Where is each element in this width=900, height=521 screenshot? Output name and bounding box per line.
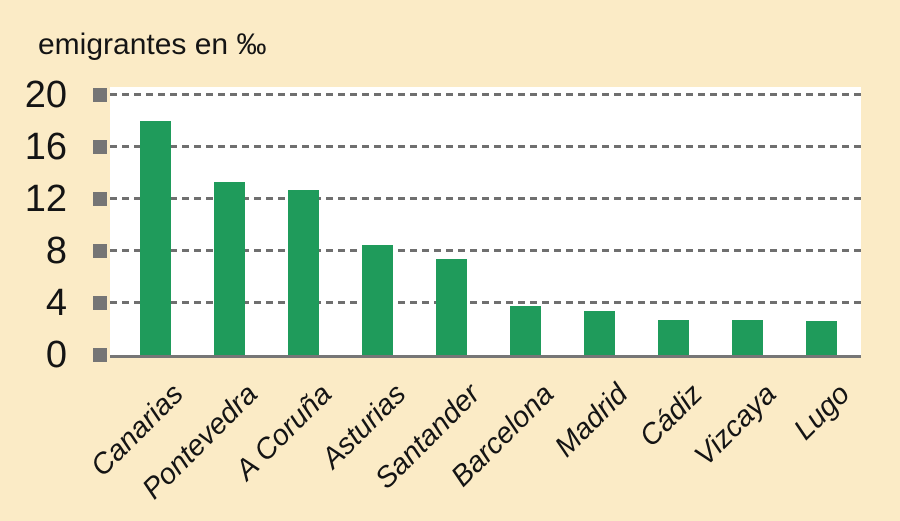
tick-marker-icon [93,244,107,258]
y-tick-label-20: 20 [24,74,67,116]
tick-marker-icon [93,140,107,154]
x-tick-label-lugo: Lugo [788,378,857,447]
bar-vizcaya [732,319,764,355]
bar-a-coruna [287,189,319,355]
bar-cadiz [658,319,690,355]
x-tick-label-vizcaya: Vizcaya [688,378,783,473]
tick-marker-icon [93,296,107,310]
gridline-20 [110,93,861,96]
gridline-4 [110,301,861,304]
bar-barcelona [510,305,541,355]
plot-area [110,87,861,358]
tick-marker-icon [93,192,107,206]
tick-marker-icon [93,88,107,102]
y-tick-label-12: 12 [24,178,67,220]
bar-canarias [139,121,171,355]
bar-madrid [584,310,616,355]
bar-santander [435,258,467,355]
bar-lugo [806,321,838,355]
gridline-8 [110,249,861,252]
bar-pontevedra [213,182,245,355]
chart-title: emigrantes en ‰ [38,28,267,61]
gridline-16 [110,145,861,148]
bar-asturias [361,244,393,355]
x-tick-label-madrid: Madrid [548,378,635,464]
y-tick-label-8: 8 [45,230,67,272]
tick-marker-icon [93,348,107,362]
y-tick-label-4: 4 [45,282,67,324]
y-tick-label-0: 0 [45,334,67,376]
gridline-12 [110,197,861,200]
y-tick-label-16: 16 [24,126,67,168]
